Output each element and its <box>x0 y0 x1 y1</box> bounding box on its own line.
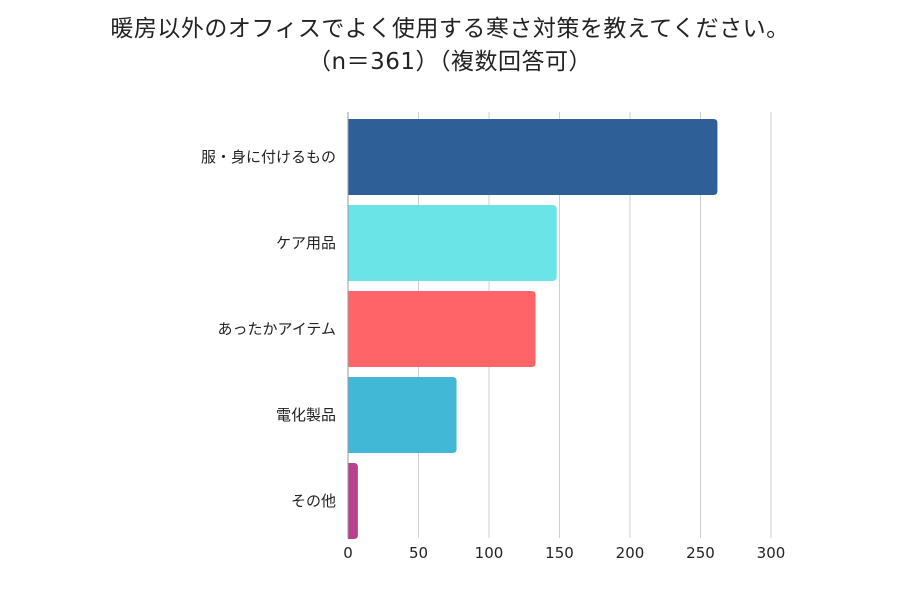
x-tick-label: 0 <box>343 544 353 562</box>
x-tick-label: 50 <box>409 544 428 562</box>
x-tick-label: 250 <box>686 544 715 562</box>
x-tick-label: 300 <box>757 544 786 562</box>
bar <box>348 291 536 367</box>
x-tick-label: 150 <box>545 544 574 562</box>
category-label: その他 <box>291 492 336 510</box>
bar <box>348 119 718 195</box>
bar <box>348 205 557 281</box>
category-label: あったかアイテム <box>217 320 336 338</box>
chart-title: 暖房以外のオフィスでよく使用する寒さ対策を教えてください。 <box>110 16 790 42</box>
category-label: 電化製品 <box>276 406 336 424</box>
chart-subtitle: （n＝361）（複数回答可） <box>308 49 592 75</box>
category-label: ケア用品 <box>276 234 336 252</box>
x-axis-ticks: 0 50 100 150 200 250 300 <box>343 544 785 562</box>
x-tick-label: 200 <box>616 544 645 562</box>
bar <box>348 463 358 539</box>
category-label: 服・身に付けるもの <box>201 148 336 166</box>
bars <box>348 119 718 539</box>
bar <box>348 377 457 453</box>
x-tick-label: 100 <box>475 544 504 562</box>
